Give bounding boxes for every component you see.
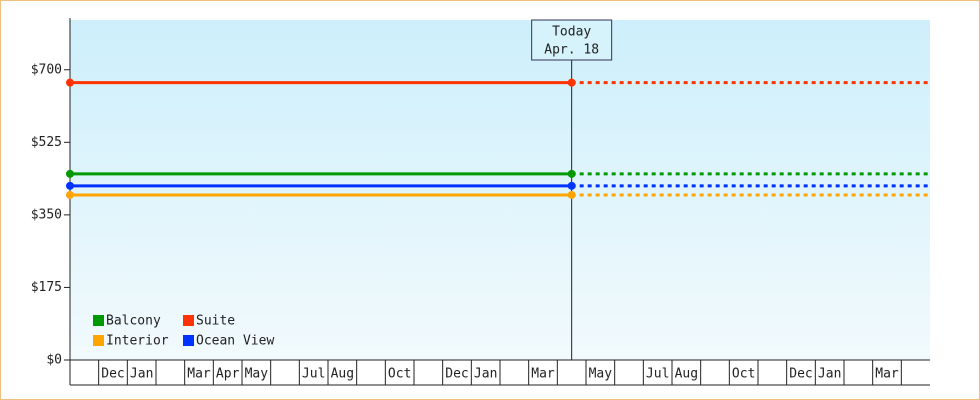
x-tick-label: Dec xyxy=(789,367,812,382)
y-tick-label: $525 xyxy=(31,135,62,150)
x-tick-label: Mar xyxy=(875,367,899,382)
today-title: Today xyxy=(552,25,591,40)
series-marker xyxy=(567,190,576,199)
series-marker xyxy=(66,181,74,190)
plot-area xyxy=(70,20,930,360)
x-tick-label: Dec xyxy=(101,367,124,382)
today-box xyxy=(531,19,613,61)
legend-swatch xyxy=(183,315,194,326)
x-tick-label: Oct xyxy=(732,367,755,382)
y-tick-label: $350 xyxy=(31,207,62,222)
x-tick-label: Aug xyxy=(675,367,698,382)
x-tick-label: Mar xyxy=(187,367,211,382)
series-marker xyxy=(567,181,576,190)
x-tick-label: Dec xyxy=(445,367,468,382)
legend-label: Ocean View xyxy=(196,334,274,349)
series-marker xyxy=(66,190,74,199)
legend-label: Balcony xyxy=(106,314,161,329)
legend-swatch xyxy=(183,335,194,346)
x-tick-label: Mar xyxy=(531,367,555,382)
legend-label: Interior xyxy=(106,334,169,349)
x-tick-label: Jan xyxy=(474,367,497,382)
x-tick-label: Jul xyxy=(646,367,669,382)
x-tick-label: Oct xyxy=(388,367,411,382)
x-tick-label: Jan xyxy=(130,367,153,382)
y-tick-label: $700 xyxy=(31,62,62,77)
x-tick-label: May xyxy=(589,367,613,382)
legend-label: Suite xyxy=(196,314,235,329)
y-tick-label: $0 xyxy=(46,353,62,368)
series-marker xyxy=(66,78,74,87)
series-marker xyxy=(567,78,576,87)
series-marker xyxy=(66,169,74,178)
legend-swatch xyxy=(93,335,104,346)
x-tick-label: Jan xyxy=(818,367,841,382)
x-tick-label: Aug xyxy=(331,367,354,382)
x-tick-label: May xyxy=(245,367,269,382)
series-marker xyxy=(567,169,576,178)
today-date: Apr. 18 xyxy=(544,43,599,58)
x-tick-label: Jul xyxy=(302,367,325,382)
y-tick-label: $175 xyxy=(31,280,62,295)
x-tick-label: Apr xyxy=(216,367,240,382)
legend-swatch xyxy=(93,315,104,326)
